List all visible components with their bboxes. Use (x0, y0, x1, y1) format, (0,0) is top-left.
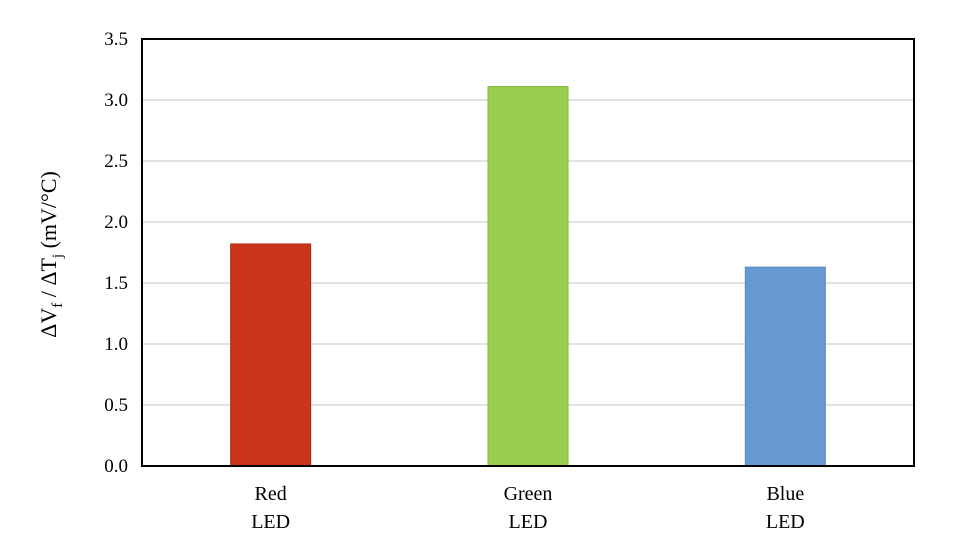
plot-frame (141, 38, 915, 467)
y-axis-title-delta-v: ΔV (36, 308, 61, 338)
y-tick-label: 2.5 (104, 151, 128, 172)
bar-red-led (230, 243, 312, 467)
bar-blue-led (744, 266, 826, 467)
y-tick-label: 3.5 (104, 29, 128, 50)
y-axis-title-sub-f: f (50, 303, 66, 308)
y-axis-title-sub-j: j (50, 254, 66, 259)
x-category-label: Green LED (504, 483, 553, 533)
y-axis-title-slash-delta-t: / ΔT (36, 258, 61, 303)
x-category-labels: Red LED Green LED Blue LED (251, 483, 805, 533)
y-tick-label: 0.0 (104, 456, 128, 477)
y-tick-label: 1.5 (104, 273, 128, 294)
y-tick-label: 1.0 (104, 334, 128, 355)
bars (230, 86, 826, 467)
y-axis-title-unit: (mV/°C) (36, 171, 61, 254)
x-category-label: Red LED (251, 483, 290, 533)
x-category-label: Blue LED (766, 483, 805, 533)
y-tick-label: 3.0 (104, 90, 128, 111)
y-tick-label: 2.0 (104, 212, 128, 233)
y-tick-labels: 0.0 0.5 1.0 1.5 2.0 2.5 3.0 3.5 (104, 29, 128, 477)
y-axis-title: ΔVf / ΔTj (mV/°C) (36, 171, 66, 338)
y-tick-label: 0.5 (104, 395, 128, 416)
bar-green-led (487, 86, 569, 467)
